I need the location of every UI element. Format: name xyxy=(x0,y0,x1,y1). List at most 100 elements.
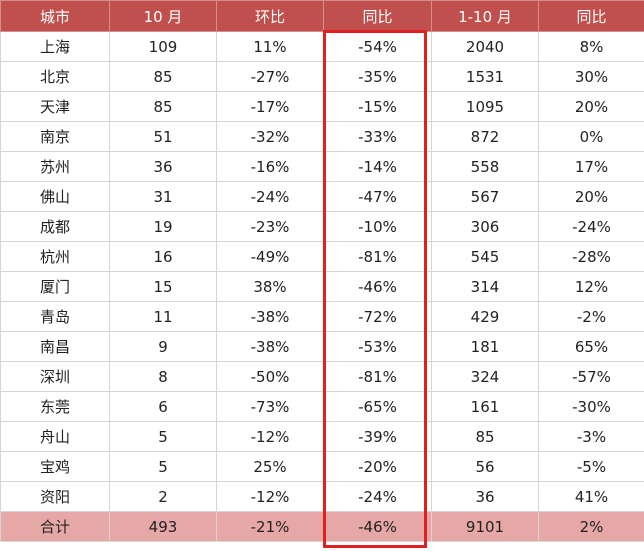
table-cell: 19 xyxy=(109,211,217,242)
table-cell: -50% xyxy=(216,361,324,392)
table-cell: -28% xyxy=(538,241,644,272)
column-header: 10 月 xyxy=(109,0,217,32)
table-cell: 51 xyxy=(109,121,217,152)
table-cell: -81% xyxy=(323,361,432,392)
total-cell: -46% xyxy=(323,511,432,542)
table-cell: 38% xyxy=(216,271,324,302)
table-row: 舟山 5 -12% -39% 85 -3% xyxy=(0,421,644,452)
table-cell: -72% xyxy=(323,301,432,332)
table-cell: -30% xyxy=(538,391,644,422)
table-cell: 31 xyxy=(109,181,217,212)
table-cell: -57% xyxy=(538,361,644,392)
table-cell: 5 xyxy=(109,451,217,482)
table-row: 杭州 16 -49% -81% 545 -28% xyxy=(0,241,644,272)
city-cell: 资阳 xyxy=(0,481,110,512)
table-cell: -10% xyxy=(323,211,432,242)
table-cell: -12% xyxy=(216,421,324,452)
table-cell: -39% xyxy=(323,421,432,452)
city-cell: 宝鸡 xyxy=(0,451,110,482)
table-cell: -49% xyxy=(216,241,324,272)
city-cell: 厦门 xyxy=(0,271,110,302)
table-header: 城市 10 月环比 同比 1-10 月同比 xyxy=(0,0,644,32)
table-row: 佛山 31 -24% -47% 567 20% xyxy=(0,181,644,212)
table-cell: 25% xyxy=(216,451,324,482)
column-header: 同比 xyxy=(538,0,644,32)
city-cell: 青岛 xyxy=(0,301,110,332)
table-cell: 324 xyxy=(431,361,539,392)
table-cell: -73% xyxy=(216,391,324,422)
table-cell: 314 xyxy=(431,271,539,302)
table-cell: 109 xyxy=(109,31,217,62)
table-cell: -65% xyxy=(323,391,432,422)
city-cell: 成都 xyxy=(0,211,110,242)
table-row: 上海 109 11% -54% 2040 8% xyxy=(0,31,644,62)
city-cell: 南京 xyxy=(0,121,110,152)
table-cell: 15 xyxy=(109,271,217,302)
table-cell: -33% xyxy=(323,121,432,152)
table-cell: -3% xyxy=(538,421,644,452)
table-cell: -47% xyxy=(323,181,432,212)
table-cell: 1095 xyxy=(431,91,539,122)
table-cell: -12% xyxy=(216,481,324,512)
city-cell: 深圳 xyxy=(0,361,110,392)
total-row: 合计 493 -21% -46% 9101 2% xyxy=(0,511,644,542)
table-cell: 8% xyxy=(538,31,644,62)
table-cell: 429 xyxy=(431,301,539,332)
total-cell: 2% xyxy=(538,511,644,542)
table-cell: 6 xyxy=(109,391,217,422)
table-cell: 36 xyxy=(109,151,217,182)
table-cell: -16% xyxy=(216,151,324,182)
table-cell: -20% xyxy=(323,451,432,482)
table-cell: -46% xyxy=(323,271,432,302)
table-cell: -27% xyxy=(216,61,324,92)
table-footer: 合计 493 -21% -46% 9101 2% xyxy=(0,511,644,542)
total-cell: 493 xyxy=(109,511,217,542)
column-header: 环比 xyxy=(216,0,324,32)
table-cell: -24% xyxy=(323,481,432,512)
table-cell: 12% xyxy=(538,271,644,302)
table-cell: -23% xyxy=(216,211,324,242)
table-cell: 20% xyxy=(538,181,644,212)
table-cell: -24% xyxy=(538,211,644,242)
header-row: 城市 10 月环比 同比 1-10 月同比 xyxy=(0,0,644,32)
table-row: 苏州 36 -16% -14% 558 17% xyxy=(0,151,644,182)
table-cell: 2040 xyxy=(431,31,539,62)
city-cell: 东莞 xyxy=(0,391,110,422)
table-cell: 161 xyxy=(431,391,539,422)
table-cell: -81% xyxy=(323,241,432,272)
table-row: 深圳 8 -50% -81% 324 -57% xyxy=(0,361,644,392)
table-cell: 65% xyxy=(538,331,644,362)
table-cell: 558 xyxy=(431,151,539,182)
table-row: 成都 19 -23% -10% 306 -24% xyxy=(0,211,644,242)
table-cell: 0% xyxy=(538,121,644,152)
table-cell: 181 xyxy=(431,331,539,362)
table-cell: 17% xyxy=(538,151,644,182)
city-cell: 天津 xyxy=(0,91,110,122)
table-cell: 85 xyxy=(109,61,217,92)
total-label-cell: 合计 xyxy=(0,511,110,542)
table-cell: 11 xyxy=(109,301,217,332)
column-header: 1-10 月 xyxy=(431,0,539,32)
table-row: 资阳 2 -12% -24% 36 41% xyxy=(0,481,644,512)
table-cell: 41% xyxy=(538,481,644,512)
total-cell: 9101 xyxy=(431,511,539,542)
table-cell: 85 xyxy=(109,91,217,122)
city-cell: 南昌 xyxy=(0,331,110,362)
city-cell: 杭州 xyxy=(0,241,110,272)
table-row: 北京 85 -27% -35% 1531 30% xyxy=(0,61,644,92)
table-body: 上海 109 11% -54% 2040 8% 北京 85 -27% -35% 1531 30% 天津 8… xyxy=(0,31,644,512)
table-cell: -17% xyxy=(216,91,324,122)
table-cell: 567 xyxy=(431,181,539,212)
table-cell: 30% xyxy=(538,61,644,92)
table-row: 厦门 15 38% -46% 314 12% xyxy=(0,271,644,302)
table-row: 青岛 11 -38% -72% 429 -2% xyxy=(0,301,644,332)
city-cell: 舟山 xyxy=(0,421,110,452)
table-cell: 9 xyxy=(109,331,217,362)
column-header: 城市 xyxy=(0,0,110,32)
table-row: 南昌 9 -38% -53% 181 65% xyxy=(0,331,644,362)
table-row: 东莞 6 -73% -65% 161 -30% xyxy=(0,391,644,422)
table-cell: 56 xyxy=(431,451,539,482)
table-cell: 11% xyxy=(216,31,324,62)
